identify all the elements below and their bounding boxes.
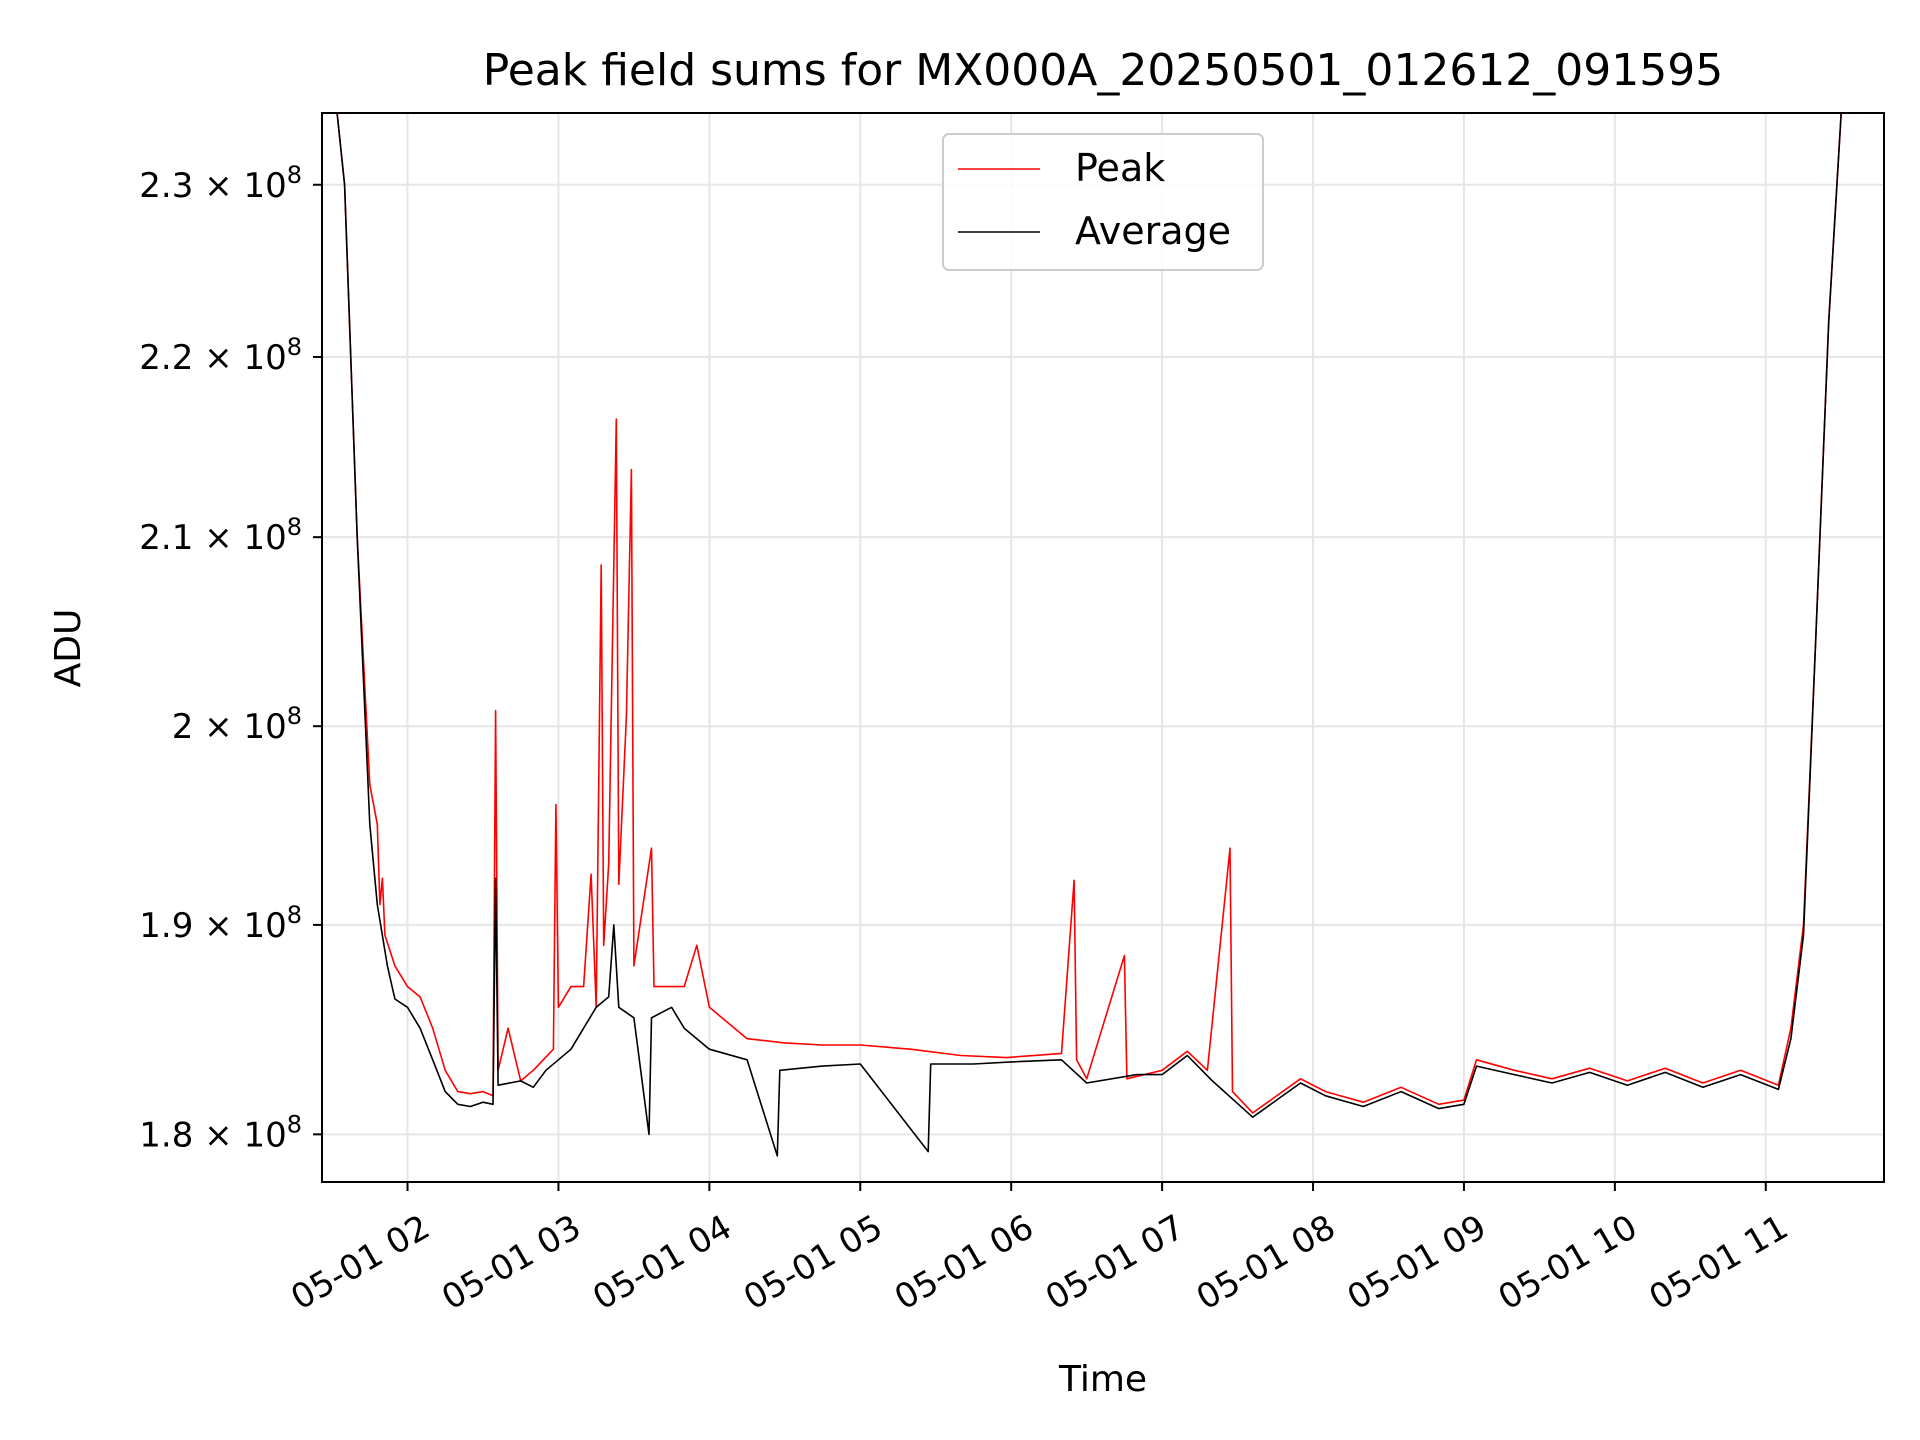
y-tick-times: × 10 [193,906,286,946]
plot-frame [321,112,1885,1183]
y-tick-mantissa: 1.9 [139,906,193,946]
y-tick-exponent: 8 [287,333,302,361]
y-tick-label: 1.8 × 108 [139,1110,302,1155]
y-tick-times: × 10 [193,518,286,558]
x-axis-title: Time [1058,1359,1147,1400]
legend-label-peak: Peak [1075,146,1165,190]
y-tick-exponent: 8 [287,702,302,730]
series-layer [322,113,1884,1157]
legend: Peak Average [942,133,1264,271]
chart-title: Peak field sums for MX000A_20250501_0126… [483,45,1724,96]
y-tick-label: 2.2 × 108 [139,333,302,378]
y-tick-mantissa: 2 [172,707,194,747]
y-tick-exponent: 8 [287,513,302,541]
y-tick-mantissa: 2.2 [139,338,193,378]
y-tick-label: 2.3 × 108 [139,161,302,206]
grid [322,113,1884,1182]
y-tick-mantissa: 2.3 [139,166,193,206]
y-tick-label: 2.1 × 108 [139,513,302,558]
series-line-peak [322,113,1884,1114]
y-tick-times: × 10 [193,707,286,747]
y-tick-exponent: 8 [287,1110,302,1138]
legend-box [942,133,1264,271]
y-tick-exponent: 8 [287,161,302,189]
y-tick-times: × 10 [193,1115,286,1155]
y-tick-exponent: 8 [287,901,302,929]
y-tick-label: 2 × 108 [172,702,302,747]
y-tick-mantissa: 2.1 [139,518,193,558]
y-tick-label: 1.9 × 108 [139,901,302,946]
y-tick-mantissa: 1.8 [139,1115,193,1155]
y-axis-title: ADU [48,609,89,688]
y-tick-times: × 10 [193,338,286,378]
series-line-average [322,113,1884,1157]
legend-label-average: Average [1075,209,1231,253]
y-tick-times: × 10 [193,166,286,206]
